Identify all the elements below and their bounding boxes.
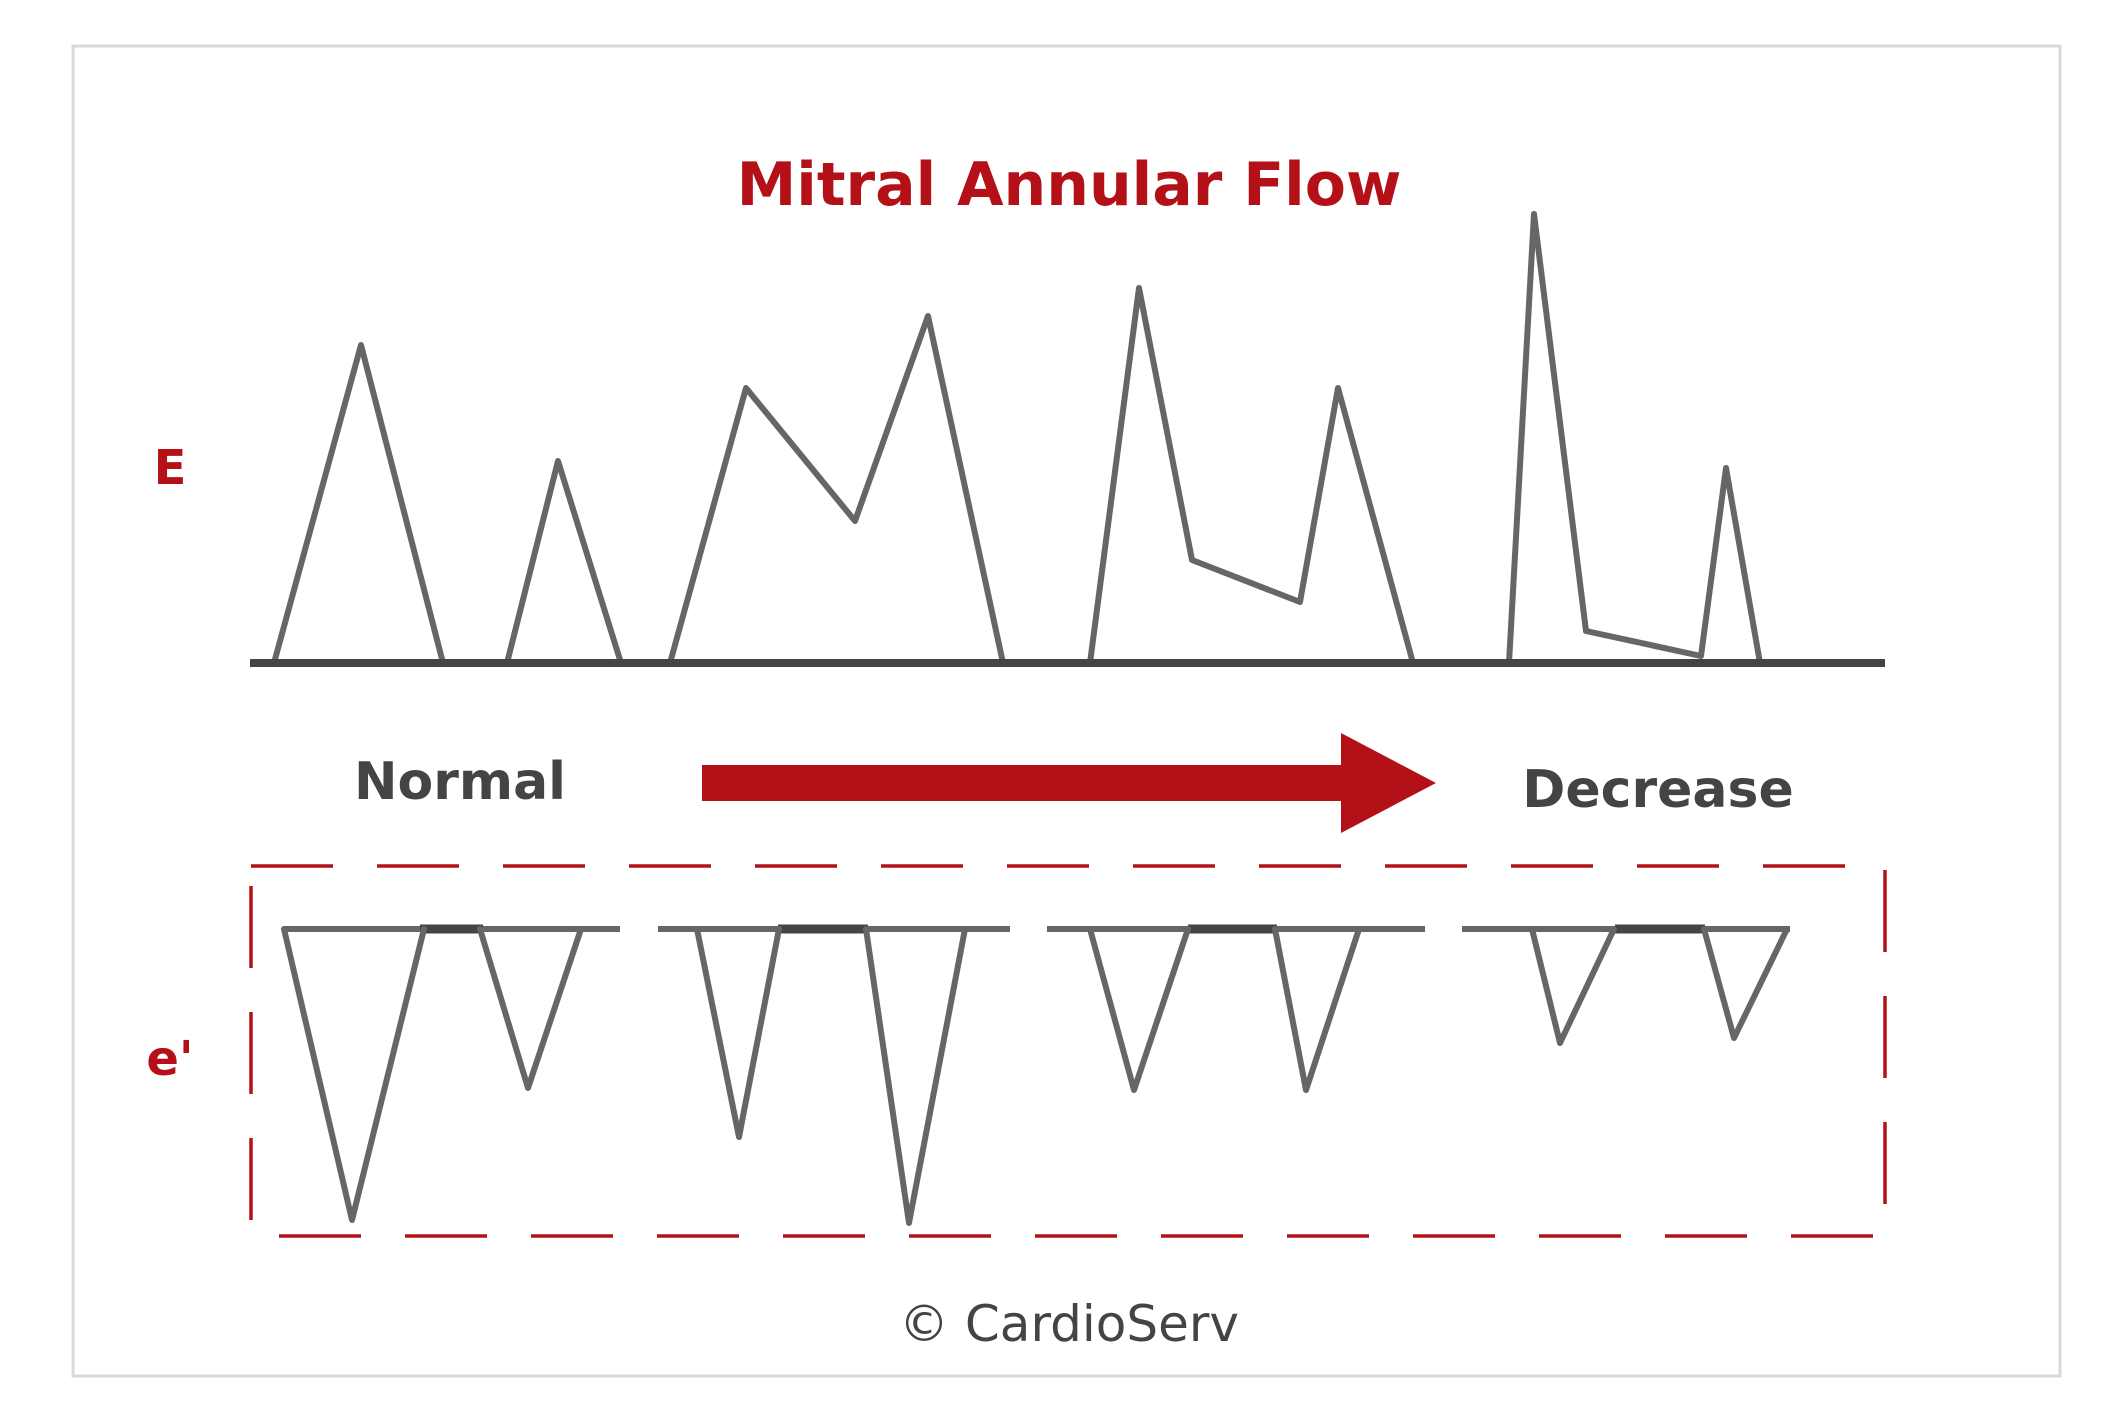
e-wave-normal-e bbox=[271, 342, 446, 666]
e-prime-wave-normal-a bbox=[477, 926, 584, 1091]
e-prime-wave-impaired-e bbox=[694, 926, 782, 1140]
e-prime-wave-impaired-a bbox=[863, 926, 968, 1226]
e-prime-dashed-box bbox=[249, 864, 1887, 1238]
e-wave-pseudonormal bbox=[1087, 285, 1416, 666]
progression-arrow bbox=[702, 733, 1436, 833]
arrow-head bbox=[1341, 733, 1436, 833]
label-normal: Normal bbox=[354, 752, 566, 812]
label-decrease: Decrease bbox=[1522, 760, 1793, 820]
e-prime-waveforms bbox=[281, 926, 1790, 1226]
e-prime-wave-pseudonormal-e bbox=[1087, 926, 1191, 1093]
e-waveforms bbox=[271, 211, 1763, 666]
arrow-shaft bbox=[702, 765, 1342, 801]
e-wave-normal-a bbox=[504, 458, 624, 666]
label-e: E bbox=[154, 440, 187, 496]
e-prime-wave-restrictive-a bbox=[1701, 926, 1790, 1041]
copyright-notice: © CardioServ bbox=[899, 1295, 1239, 1353]
outer-border bbox=[71, 44, 2062, 1378]
label-e-prime: e' bbox=[146, 1031, 193, 1087]
e-prime-wave-pseudonormal-a bbox=[1272, 926, 1362, 1093]
e-prime-wave-restrictive-e bbox=[1529, 926, 1617, 1046]
e-wave-impaired bbox=[667, 313, 1006, 666]
e-prime-wave-normal-e bbox=[281, 926, 427, 1223]
e-wave-restrictive bbox=[1506, 211, 1763, 666]
diagram-title: Mitral Annular Flow bbox=[737, 150, 1402, 220]
